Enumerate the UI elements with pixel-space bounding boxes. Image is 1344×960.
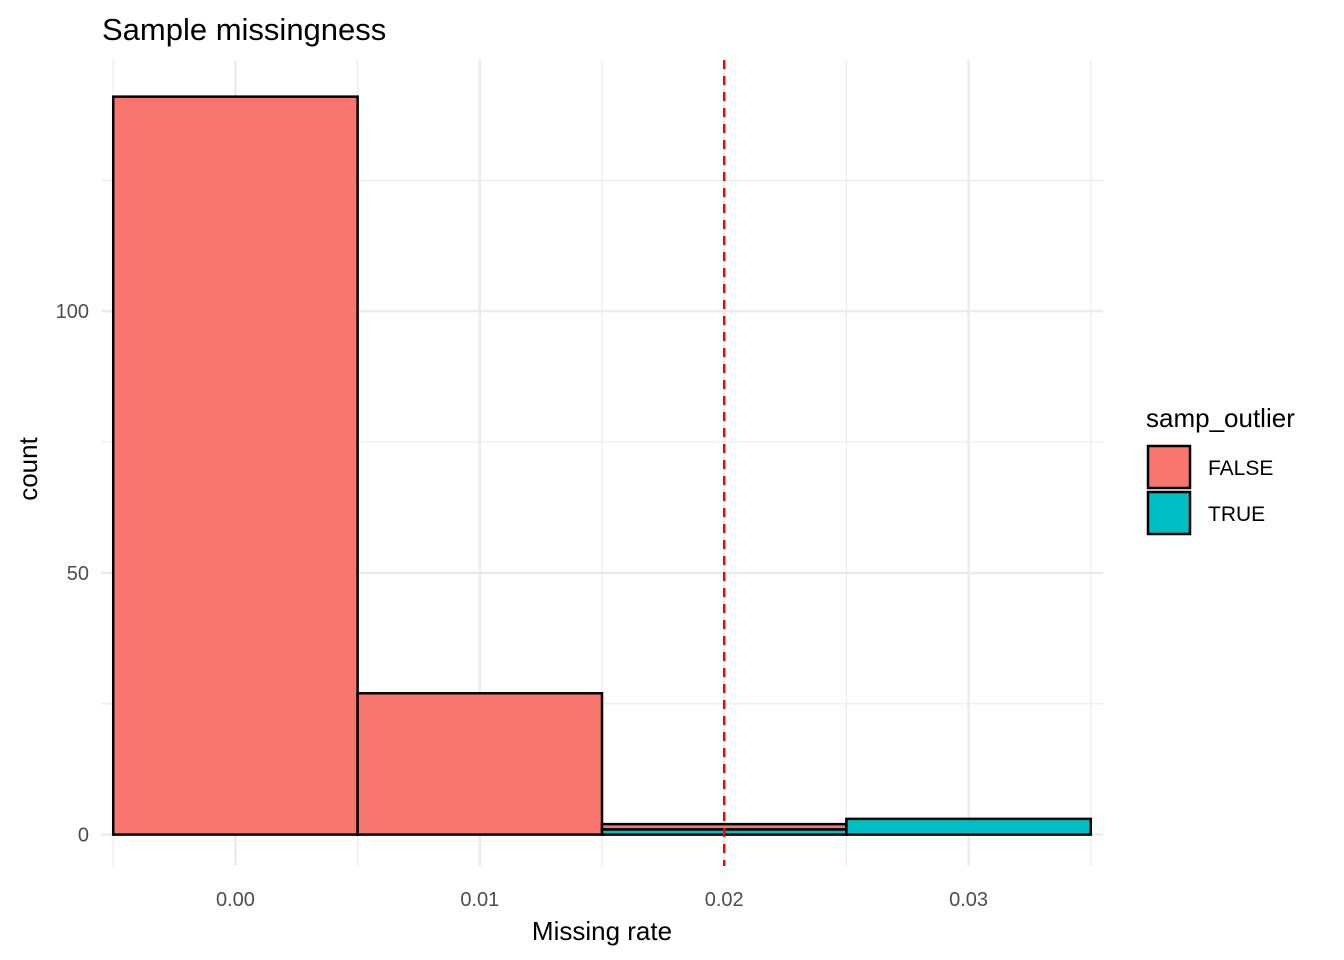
y-tick-label: 0 [78, 825, 89, 847]
legend-key-false [1146, 444, 1192, 490]
bar-false-0.01 [356, 692, 604, 836]
legend-key-true [1146, 490, 1192, 536]
x-tick-label: 0.03 [949, 889, 988, 911]
y-tick-label: 100 [56, 301, 89, 323]
y-tick-label: 50 [67, 563, 89, 585]
x-axis-title: Missing rate [532, 916, 672, 946]
legend-title: samp_outlier [1146, 403, 1295, 433]
y-axis-title: count [13, 436, 43, 500]
legend-items: FALSE TRUE [1146, 444, 1273, 536]
legend: samp_outlier FALSE TRUE [1146, 403, 1295, 536]
chart-title: Sample missingness [102, 12, 386, 47]
legend-label-true: TRUE [1208, 503, 1265, 526]
y-axis-ticks: 0 50 100 [56, 301, 89, 846]
x-axis-ticks: 0.00 0.01 0.02 0.03 [216, 889, 988, 911]
bar-true-0.03 [845, 817, 1093, 836]
x-tick-label: 0.00 [216, 889, 255, 911]
x-tick-label: 0.02 [705, 889, 744, 911]
legend-label-false: FALSE [1208, 457, 1273, 480]
x-tick-label: 0.01 [460, 889, 499, 911]
bars-layer [111, 95, 1093, 836]
bar-false-0.00 [111, 95, 359, 836]
